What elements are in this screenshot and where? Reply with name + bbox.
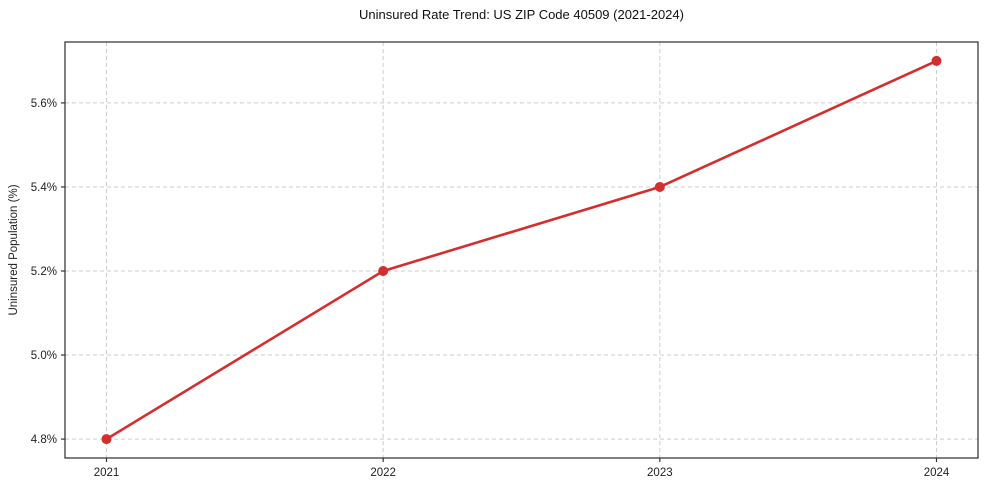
x-tick-label: 2022 <box>370 467 396 479</box>
y-tick-label: 5.0% <box>31 350 57 362</box>
data-point <box>931 55 942 66</box>
x-tick-label: 2024 <box>924 467 950 479</box>
y-tick-label: 5.2% <box>31 266 57 278</box>
x-tick-label: 2023 <box>647 467 673 479</box>
y-tick-label: 5.6% <box>31 98 57 110</box>
y-tick-label: 5.4% <box>31 182 57 194</box>
y-tick-label: 4.8% <box>31 434 57 446</box>
data-point <box>378 266 389 277</box>
data-point <box>654 181 665 192</box>
x-tick-label: 2021 <box>94 467 120 479</box>
trend-line <box>105 59 938 441</box>
data-point <box>101 434 112 445</box>
plot-border <box>64 41 979 459</box>
chart-title: Uninsured Rate Trend: US ZIP Code 40509 … <box>359 7 684 22</box>
